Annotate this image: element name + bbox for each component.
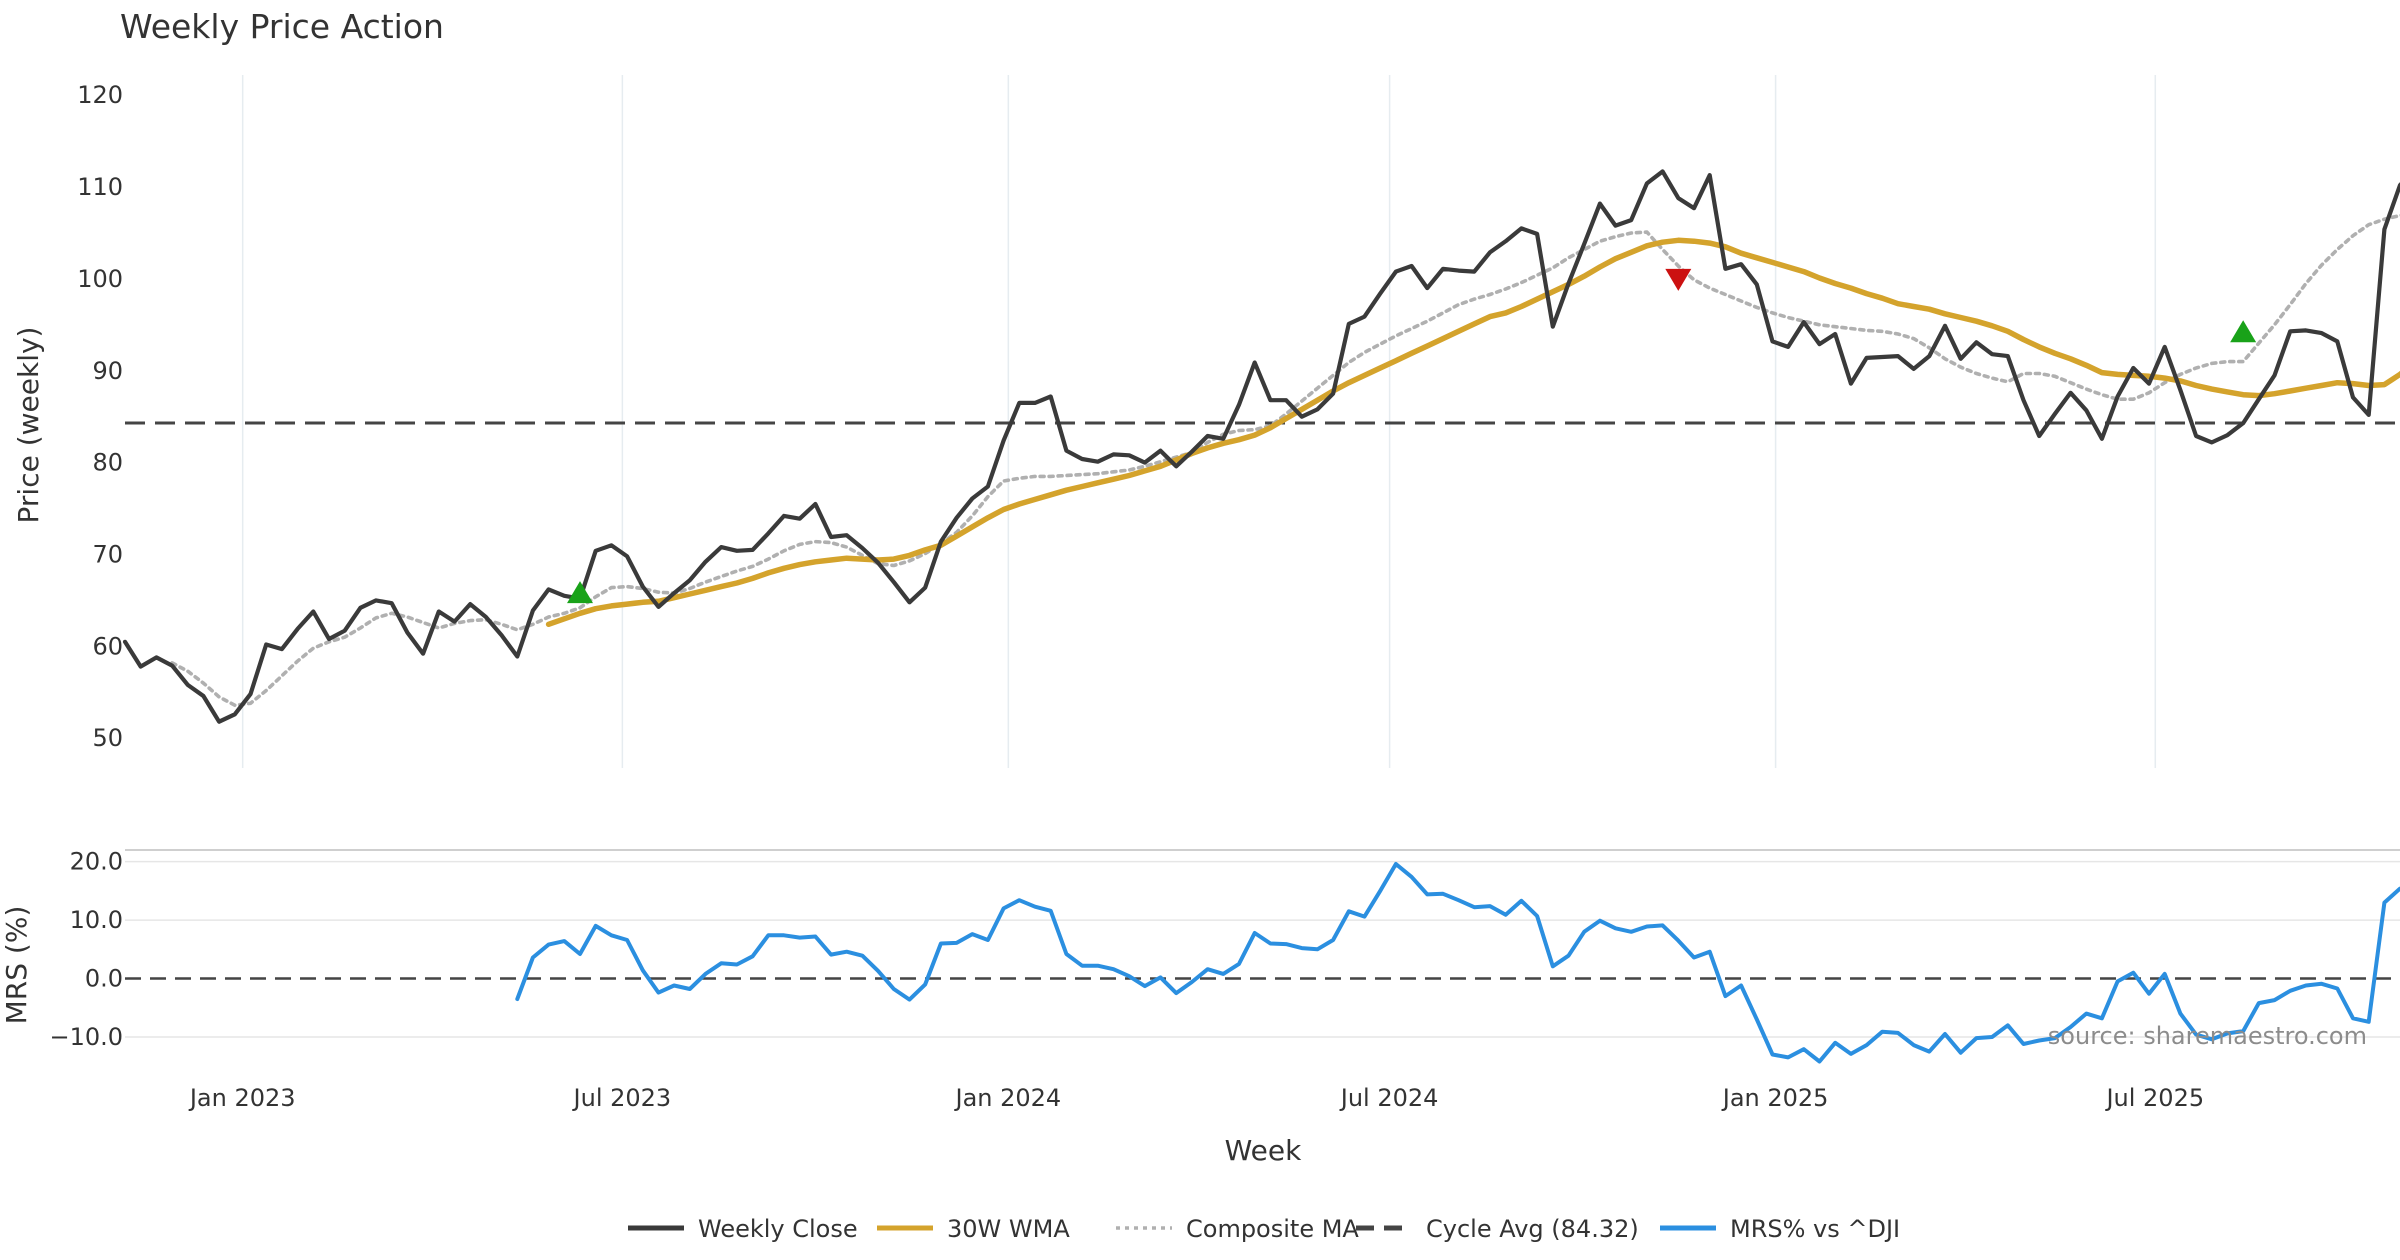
mrs-y-tick-label: 20.0: [70, 848, 123, 876]
legend-label: Composite MA: [1186, 1215, 1359, 1243]
price-series: [122, 169, 2400, 724]
mrs-line: [515, 862, 2400, 1064]
legend-label: 30W WMA: [947, 1215, 1070, 1243]
price-y-tick-label: 110: [77, 173, 123, 201]
mrs-grid: [125, 860, 2400, 1038]
mrs-panel: 20.0 10.0 0.0 −10.0 MRS (%) source: sharema…: [0, 848, 2400, 1064]
price-panel: 50 60 70 80 90 100 110 120 Price (weekly): [12, 75, 2400, 768]
legend: Weekly Close 30W WMA Composite MA Cycle Avg…: [628, 1215, 1900, 1243]
composite-ma-line: [170, 213, 2400, 708]
wma-30w-line: [545, 237, 2400, 628]
source-annotation: source: sharemaestro.com: [2048, 1022, 2367, 1050]
legend-label: MRS% vs ^DJI: [1730, 1215, 1900, 1243]
sell-signal-marker: [1665, 268, 1692, 291]
legend-weekly-close: Weekly Close: [628, 1215, 858, 1243]
x-tick-label: Jan 2023: [188, 1084, 296, 1112]
mrs-y-tick-label: 10.0: [70, 906, 123, 934]
signal-markers: [567, 268, 2257, 604]
mrs-series: [515, 862, 2400, 1064]
mrs-y-axis-label: MRS (%): [0, 906, 33, 1025]
x-tick-label: Jul 2023: [572, 1084, 672, 1112]
buy-signal-marker: [567, 581, 594, 604]
x-tick-label: Jan 2024: [953, 1084, 1061, 1112]
price-y-tick-label: 100: [77, 265, 123, 293]
legend-30w-wma: 30W WMA: [877, 1215, 1070, 1243]
x-tick-label: Jan 2025: [1721, 1084, 1829, 1112]
mrs-y-tick-label: −10.0: [49, 1023, 123, 1051]
price-y-tick-label: 90: [92, 357, 123, 385]
price-y-tick-label: 80: [92, 449, 123, 477]
price-y-axis-label: Price (weekly): [12, 327, 45, 524]
x-axis-ticks: Jan 2023 Jul 2023 Jan 2024 Jul 2024 Jan 2025…: [188, 1084, 2204, 1112]
mrs-y-ticks: 20.0 10.0 0.0 −10.0: [49, 848, 123, 1051]
weekly-close-line: [122, 169, 2400, 724]
mrs-y-tick-label: 0.0: [85, 965, 123, 993]
x-axis-label: Week: [1225, 1134, 1302, 1167]
x-tick-label: Jul 2024: [1339, 1084, 1439, 1112]
legend-label: Weekly Close: [698, 1215, 858, 1243]
legend-label: Cycle Avg (84.32): [1426, 1215, 1639, 1243]
price-y-tick-label: 120: [77, 81, 123, 109]
chart-title: Weekly Price Action: [120, 7, 444, 46]
legend-composite-ma: Composite MA: [1116, 1215, 1359, 1243]
legend-mrs: MRS% vs ^DJI: [1660, 1215, 1900, 1243]
legend-cycle-avg: Cycle Avg (84.32): [1356, 1215, 1639, 1243]
price-y-tick-label: 60: [92, 632, 123, 660]
price-y-tick-label: 50: [92, 724, 123, 752]
buy-signal-marker: [2230, 320, 2257, 343]
price-y-tick-label: 70: [92, 540, 123, 568]
price-y-ticks: 50 60 70 80 90 100 110 120: [77, 81, 123, 752]
x-tick-label: Jul 2025: [2104, 1084, 2204, 1112]
